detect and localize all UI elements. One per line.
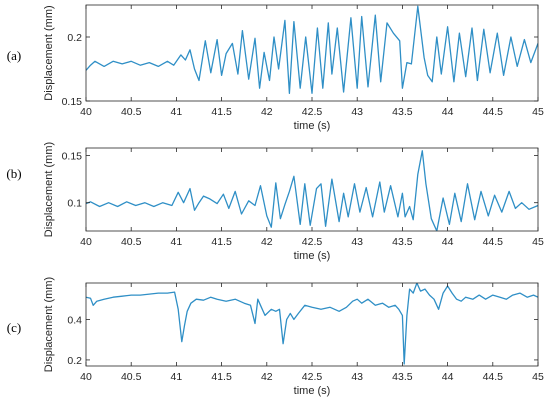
x-tick-label: 42.5 [302, 236, 323, 248]
x-tick-label: 42.5 [302, 106, 323, 118]
panel-b: 40 40.5 41 41.5 42 42.5 43 43.5 44 44.5 45 0.1 0.15 t… [6, 142, 544, 262]
x-tick-label: 45 [532, 106, 544, 118]
x-tick-label: 43.5 [392, 371, 413, 383]
x-tick-label: 44 [442, 371, 454, 383]
x-tick-label: 44.5 [483, 236, 504, 248]
y-tick-label: 0.15 [62, 151, 83, 163]
x-tick-label: 41.5 [211, 236, 232, 248]
x-tick-label: 42 [261, 106, 273, 118]
x-tick-label: 44.5 [483, 371, 504, 383]
x-tick-label: 43.5 [392, 106, 413, 118]
x-tick-label: 43.5 [392, 236, 413, 248]
x-tick-label: 41.5 [211, 371, 232, 383]
x-tick-label: 40.5 [121, 106, 142, 118]
panel-a: 40 40.5 41 41.5 42 42.5 43 43.5 44 44.5 45 0.15 0.2 t… [7, 4, 544, 132]
y-tick-label: 0.2 [67, 32, 82, 44]
panel-c-axes-box [85, 282, 539, 367]
x-axis-label: time (s) [294, 120, 331, 132]
x-axis-label: time (s) [294, 385, 331, 397]
x-tick-label: 40.5 [121, 371, 142, 383]
x-tick-label: 42.5 [302, 371, 323, 383]
x-tick-label: 41 [171, 106, 183, 118]
y-tick-label: 0.2 [67, 355, 82, 367]
x-tick-label: 41 [171, 236, 183, 248]
y-tick-label: 0.15 [62, 96, 83, 108]
y-axis-label: Displacement (mm) [43, 5, 55, 100]
x-tick-label: 43 [351, 236, 363, 248]
x-tick-label: 44.5 [483, 106, 504, 118]
x-tick-label: 42 [261, 236, 273, 248]
y-tick-label: 0.4 [67, 314, 82, 326]
panel-label: (a) [7, 48, 21, 63]
x-tick-label: 41 [171, 371, 183, 383]
panel-label: (c) [7, 320, 21, 335]
x-tick-label: 44 [442, 106, 454, 118]
x-tick-label: 40 [80, 106, 92, 118]
panel-c-series-line [86, 283, 538, 365]
panel-b-series-line [86, 150, 538, 231]
y-tick-label: 0.1 [67, 198, 82, 210]
panel-a-series-line [86, 5, 538, 94]
x-tick-label: 43 [351, 106, 363, 118]
x-tick-label: 44 [442, 236, 454, 248]
x-tick-label: 45 [532, 371, 544, 383]
x-tick-label: 43 [351, 371, 363, 383]
x-tick-label: 45 [532, 236, 544, 248]
x-tick-label: 40 [80, 236, 92, 248]
x-tick-label: 41.5 [211, 106, 232, 118]
y-axis-label: Displacement (mm) [43, 277, 55, 372]
x-tick-label: 42 [261, 371, 273, 383]
panel-label: (b) [6, 166, 21, 181]
x-tick-label: 40 [80, 371, 92, 383]
x-axis-label: time (s) [294, 250, 331, 262]
y-axis-label: Displacement (mm) [43, 142, 55, 237]
panel-c: 40 40.5 41 41.5 42 42.5 43 43.5 44 44.5 45 0.2 0.4 ti… [7, 277, 544, 397]
x-tick-label: 40.5 [121, 236, 142, 248]
